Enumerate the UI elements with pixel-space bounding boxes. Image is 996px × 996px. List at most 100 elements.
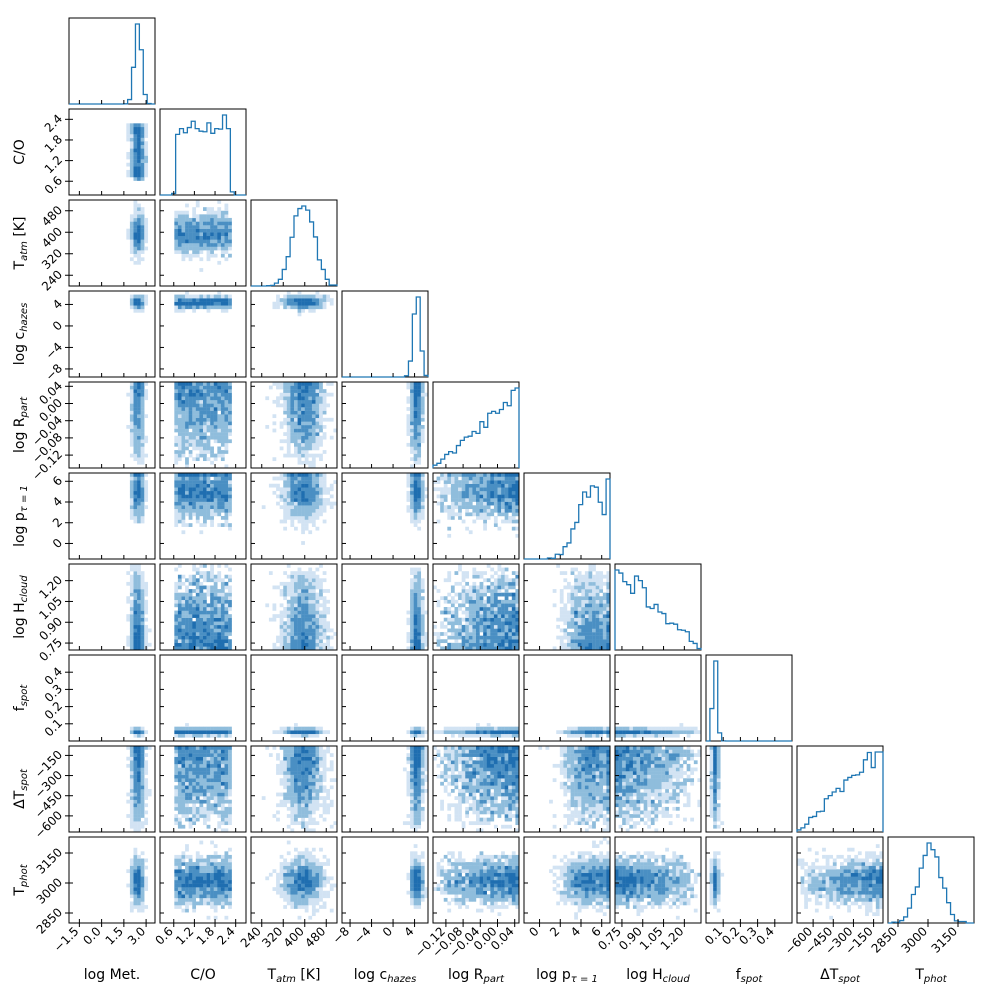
density-cell [181, 453, 186, 458]
density-cell [177, 792, 182, 797]
density-cell [588, 635, 593, 640]
density-cell [574, 726, 578, 731]
density-cell [177, 410, 182, 415]
density-cell [465, 581, 470, 586]
density-cell [286, 432, 291, 436]
density-cell [137, 817, 141, 822]
density-cell [315, 821, 320, 826]
hist-rpart [432, 381, 520, 469]
density-cell [329, 417, 334, 422]
density-cell [177, 733, 182, 738]
density-cell [308, 428, 313, 433]
density-cell [406, 407, 411, 411]
density-cell [443, 607, 448, 611]
density-cell [137, 396, 141, 401]
density-cell [290, 585, 295, 590]
density-cell [574, 617, 578, 622]
density-cell [483, 494, 487, 499]
density-cell [413, 417, 418, 422]
density-cell [220, 599, 225, 604]
density-cell [203, 585, 207, 590]
density-cell [326, 792, 331, 797]
density-cell [461, 519, 466, 524]
density-cell [181, 530, 186, 535]
density-cell [493, 498, 498, 502]
density-cell [133, 450, 138, 454]
density-cell [174, 480, 179, 484]
density-cell [224, 635, 229, 640]
density-cell [574, 585, 578, 590]
density-cell [129, 512, 134, 517]
density-cell [294, 432, 298, 436]
density-cell [286, 564, 291, 568]
density-cell [483, 632, 487, 636]
density-cell [220, 228, 225, 233]
panel-frame [68, 17, 156, 105]
density-cell [311, 774, 316, 779]
density-cell [311, 624, 316, 629]
density-cell [458, 490, 462, 495]
density-cell [468, 596, 473, 601]
density-cell [224, 428, 229, 433]
density-cell [504, 726, 509, 731]
density-cell [559, 614, 564, 618]
density-cell [181, 210, 186, 215]
density-cell [406, 476, 411, 481]
density-cell [283, 407, 288, 411]
density-cell [286, 771, 291, 775]
density-cell [592, 574, 596, 579]
density-cell [447, 490, 452, 495]
density-cell [192, 480, 197, 484]
density-cell [199, 250, 204, 254]
density-cell [483, 642, 487, 647]
density-cell [144, 382, 149, 386]
density-cell [574, 730, 578, 735]
density-cell [290, 389, 295, 393]
density-cell [177, 435, 182, 440]
density-cell [210, 389, 214, 393]
density-cell [129, 610, 134, 615]
density-cell [297, 617, 302, 622]
density-cell [140, 450, 145, 454]
density-cell [220, 232, 225, 237]
density-cell [508, 501, 513, 506]
density-cell [490, 617, 495, 622]
density-cell [140, 599, 145, 604]
density-cell [413, 512, 418, 517]
density-cell [570, 621, 575, 626]
density-cell [213, 646, 218, 651]
density-cell [210, 512, 214, 517]
density-cell [301, 417, 305, 422]
density-cell [195, 382, 200, 386]
density-cell [304, 294, 309, 299]
histogram-line [796, 751, 884, 832]
density-cell [177, 389, 182, 393]
density-cell [511, 621, 516, 626]
density-cell [185, 632, 189, 636]
density-cell [420, 730, 425, 735]
density-cell [315, 505, 320, 510]
density-cell [472, 635, 477, 640]
density-cell [144, 144, 149, 149]
density-cell [515, 581, 520, 586]
density-cell [206, 243, 211, 247]
density-cell [322, 435, 327, 440]
density-cell [410, 624, 414, 629]
density-cell [315, 610, 320, 615]
density-cell [133, 308, 138, 313]
panel-frame [250, 381, 338, 469]
density-cell [479, 516, 484, 520]
density-cell [137, 210, 141, 215]
density-cell [476, 617, 480, 622]
density-cell [188, 646, 193, 651]
density-cell [326, 298, 331, 302]
density-cell [213, 585, 218, 590]
density-cell [417, 610, 422, 615]
density-cell [199, 294, 204, 299]
density-cell [217, 407, 222, 411]
density-cell [322, 730, 327, 735]
density-cell [195, 203, 200, 208]
density-cell [301, 639, 305, 644]
density-cell [322, 767, 327, 772]
density-cell [511, 628, 516, 633]
